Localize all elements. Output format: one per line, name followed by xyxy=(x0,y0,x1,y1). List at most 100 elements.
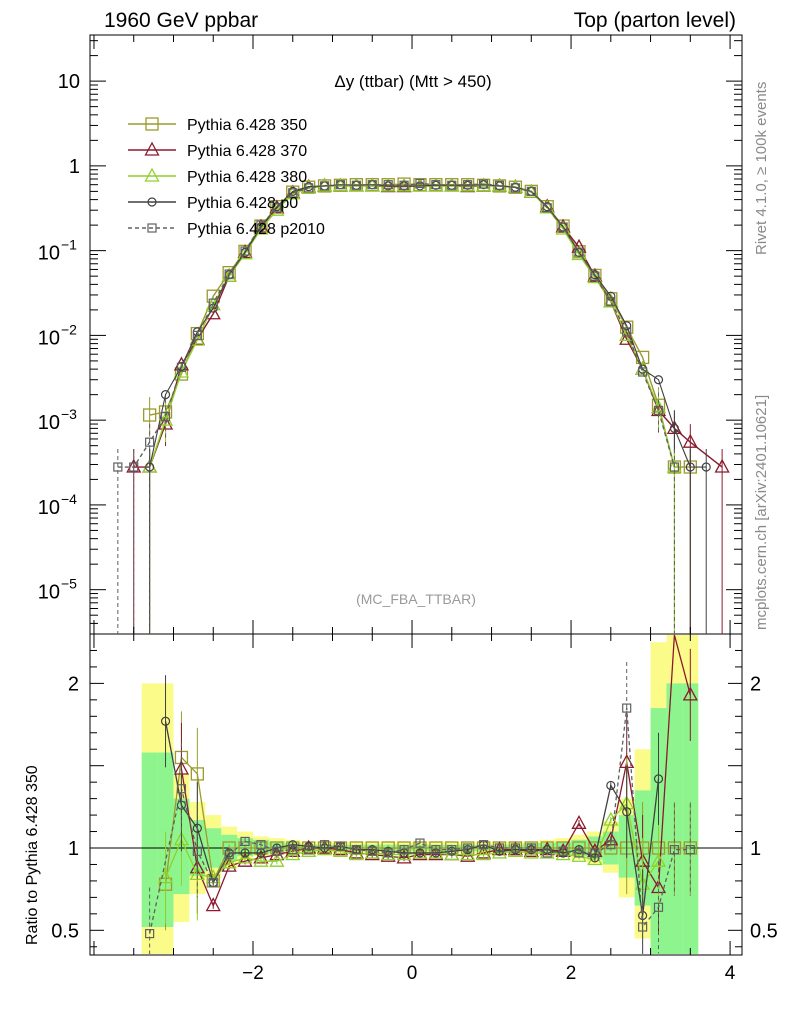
data-point-ratio xyxy=(590,848,600,858)
mcplots-label: mcplots.cern.ch [arXiv:2401.10621] xyxy=(753,395,770,630)
data-point-ratio xyxy=(396,849,412,864)
data-point-ratio xyxy=(571,814,587,829)
data-point-main xyxy=(160,390,171,400)
data-point-main xyxy=(510,183,520,193)
data-point-main xyxy=(606,291,616,301)
data-point-ratio xyxy=(685,845,695,855)
data-point-main xyxy=(367,180,377,190)
data-point-ratio xyxy=(240,836,250,847)
series-line-ratio xyxy=(164,802,660,886)
x-tick-label: 0 xyxy=(407,963,418,984)
data-point-main xyxy=(205,296,221,311)
data-point-main xyxy=(145,437,155,447)
data-point-main xyxy=(142,408,157,422)
data-point-ratio xyxy=(475,844,492,859)
data-point-ratio xyxy=(224,849,234,860)
y-tick-label-ratio-right: 1 xyxy=(750,838,761,860)
data-point-main xyxy=(157,411,174,426)
y-tick-exponent-main: −5 xyxy=(61,576,77,592)
data-point-ratio xyxy=(272,846,282,856)
data-point-main xyxy=(288,188,298,198)
legend: Pythia 6.428 350 Pythia 6.428 370 Pythia 6… xyxy=(128,117,325,238)
data-point-ratio xyxy=(653,774,664,784)
data-point-main xyxy=(221,267,237,282)
data-point-ratio xyxy=(653,902,664,912)
data-point-main xyxy=(574,247,584,257)
data-point-main xyxy=(160,412,171,422)
ratio-series xyxy=(145,634,698,954)
legend-label: Pythia 6.428 370 xyxy=(187,143,307,160)
data-point-main xyxy=(256,220,266,230)
data-point-ratio xyxy=(510,843,520,853)
data-point-ratio xyxy=(304,845,314,855)
data-point-ratio xyxy=(494,843,505,853)
data-point-main xyxy=(176,362,187,372)
data-point-ratio xyxy=(587,851,603,866)
data-point-ratio xyxy=(160,716,171,726)
data-point-main xyxy=(558,222,568,232)
data-point-ratio xyxy=(301,842,317,857)
y-tick-label-ratio: 0.5 xyxy=(51,920,79,942)
data-point-ratio xyxy=(253,852,269,867)
series-line-ratio xyxy=(164,756,691,885)
legend-marker xyxy=(147,223,157,233)
y-tick-exponent-main: −1 xyxy=(61,237,77,253)
x-tick-label: 4 xyxy=(725,963,736,984)
data-point-main xyxy=(555,220,571,235)
data-point-ratio xyxy=(638,922,648,932)
rivet-label: Rivet 4.1.0, ≥ 100k events xyxy=(753,82,770,255)
data-point-main xyxy=(542,203,552,213)
data-point-ratio xyxy=(622,703,632,713)
data-point-main xyxy=(224,269,234,279)
data-point-main xyxy=(431,180,441,190)
data-point-ratio xyxy=(606,840,616,850)
y-tick-label-main: 10 xyxy=(38,327,60,349)
legend-marker xyxy=(145,117,159,131)
legend-marker xyxy=(144,141,160,156)
data-point-ratio xyxy=(399,845,409,855)
header-left: 1960 GeV ppbar xyxy=(104,9,258,32)
data-point-main xyxy=(319,181,330,191)
data-point-main xyxy=(526,186,536,196)
data-point-ratio xyxy=(316,839,333,854)
data-point-main xyxy=(619,330,635,345)
y-tick-label-ratio: 2 xyxy=(68,673,79,695)
x-tick-label: −2 xyxy=(242,963,264,984)
data-point-main xyxy=(653,405,664,416)
data-point-ratio xyxy=(460,846,476,861)
data-point-main xyxy=(571,246,587,261)
legend-label: Pythia 6.428 p0 xyxy=(187,195,298,212)
data-point-main xyxy=(412,177,428,192)
data-point-ratio xyxy=(288,845,298,855)
data-point-main xyxy=(463,180,473,190)
data-point-main xyxy=(240,246,250,256)
data-point-main xyxy=(539,199,555,214)
data-point-ratio xyxy=(428,844,444,859)
y-tick-label-main: 10 xyxy=(38,582,60,604)
data-point-ratio xyxy=(571,847,587,862)
data-point-ratio xyxy=(190,767,204,781)
data-point-main xyxy=(604,292,618,306)
data-point-main xyxy=(113,462,123,472)
data-point-main xyxy=(129,462,139,472)
header-right: Top (parton level) xyxy=(574,9,736,32)
data-point-main xyxy=(494,180,505,190)
data-point-ratio xyxy=(650,852,667,867)
y-tick-label-main: 1 xyxy=(69,156,80,178)
data-point-ratio xyxy=(669,845,680,855)
data-point-main xyxy=(701,462,711,472)
data-point-main xyxy=(682,433,698,448)
y-tick-label-ratio-right: 2 xyxy=(750,673,761,695)
data-point-ratio xyxy=(221,854,237,869)
y-tick-label-ratio: 1 xyxy=(68,838,79,860)
data-point-main xyxy=(555,218,571,233)
data-point-main xyxy=(590,271,600,281)
legend-label: Pythia 6.428 350 xyxy=(187,117,307,134)
data-point-main xyxy=(523,183,539,198)
legend-marker xyxy=(144,167,160,182)
data-point-ratio xyxy=(367,846,377,856)
data-point-ratio xyxy=(383,848,393,858)
data-point-ratio xyxy=(447,845,457,855)
data-point-ratio xyxy=(145,928,155,939)
